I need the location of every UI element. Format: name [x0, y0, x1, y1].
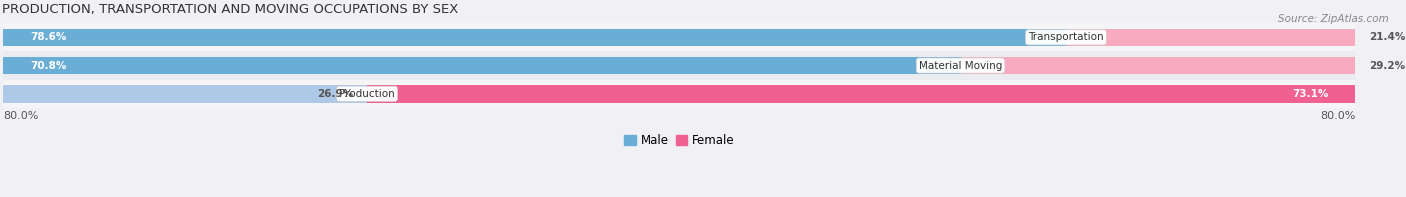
Text: PRODUCTION, TRANSPORTATION AND MOVING OCCUPATIONS BY SEX: PRODUCTION, TRANSPORTATION AND MOVING OC…	[3, 4, 458, 17]
Text: 26.9%: 26.9%	[318, 89, 353, 99]
Text: 21.4%: 21.4%	[1369, 32, 1405, 42]
Text: 29.2%: 29.2%	[1369, 60, 1405, 71]
Bar	[3, 57, 960, 74]
Bar	[3, 51, 1355, 80]
Text: 70.8%: 70.8%	[31, 60, 67, 71]
Text: 80.0%: 80.0%	[3, 111, 39, 121]
Text: Source: ZipAtlas.com: Source: ZipAtlas.com	[1278, 14, 1389, 24]
Legend: Male, Female: Male, Female	[619, 129, 740, 152]
Text: 73.1%: 73.1%	[1292, 89, 1329, 99]
Bar	[367, 85, 1355, 102]
Bar	[960, 57, 1355, 74]
Text: Transportation: Transportation	[1028, 32, 1104, 42]
Text: Material Moving: Material Moving	[920, 60, 1002, 71]
Text: 80.0%: 80.0%	[1320, 111, 1355, 121]
Text: 78.6%: 78.6%	[31, 32, 67, 42]
Text: Production: Production	[339, 89, 395, 99]
Bar	[3, 29, 1066, 46]
Bar	[3, 85, 367, 102]
Bar	[3, 23, 1355, 51]
Bar	[3, 80, 1355, 108]
Bar	[1066, 29, 1355, 46]
